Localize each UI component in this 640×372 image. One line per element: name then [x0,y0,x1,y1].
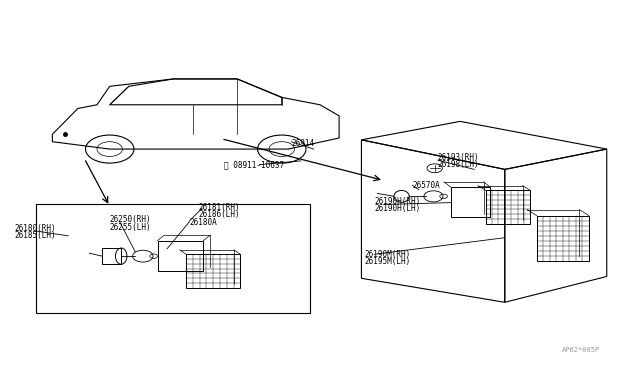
Text: 26250(RH): 26250(RH) [109,215,151,224]
Text: 26190H(LH): 26190H(LH) [374,204,420,214]
Text: 26181(RH): 26181(RH) [199,203,241,212]
Text: 26186(LH): 26186(LH) [199,210,241,219]
Text: 26198(LH): 26198(LH) [438,160,479,169]
Text: 26180A: 26180A [189,218,217,227]
Bar [537,215,589,260]
Text: Ⓝ 08911-10637: Ⓝ 08911-10637 [225,160,285,169]
Bar [102,248,121,264]
Text: 26185(LH): 26185(LH) [14,231,56,240]
Text: 26180(RH): 26180(RH) [14,224,56,233]
Bar [36,205,310,313]
Bar [486,190,531,224]
Bar [186,254,241,288]
Bar [157,241,204,271]
Text: 26190M(RH): 26190M(RH) [365,250,411,259]
Text: AP62*005P: AP62*005P [562,347,600,353]
Text: 26914: 26914 [291,139,314,148]
Text: 26255(LH): 26255(LH) [109,223,151,232]
Bar [451,187,490,217]
Text: 26190H(RH): 26190H(RH) [374,197,420,206]
Text: 26193(RH): 26193(RH) [438,153,479,162]
Text: 26570A: 26570A [412,181,440,190]
Text: 26195M(LH): 26195M(LH) [365,257,411,266]
